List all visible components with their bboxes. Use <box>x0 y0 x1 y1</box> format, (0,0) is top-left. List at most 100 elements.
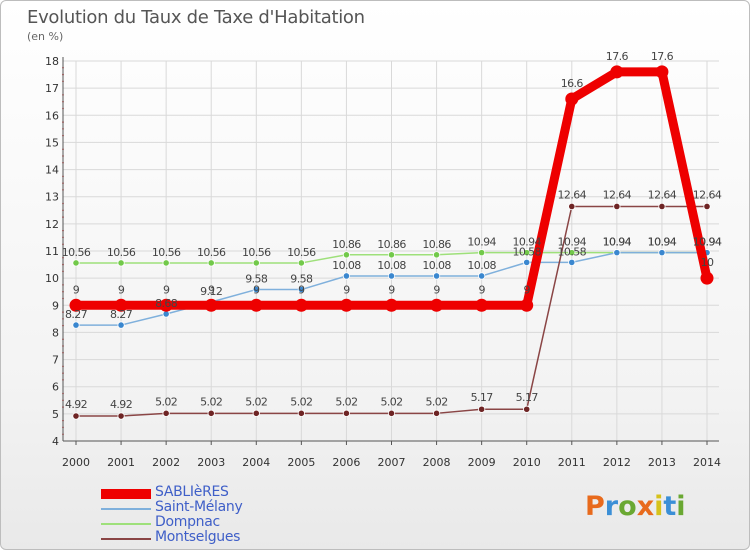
data-label: 10.86 <box>332 238 361 251</box>
data-label: 8.27 <box>110 308 133 321</box>
legend-label: Dompnac <box>155 514 220 530</box>
data-label: 9 <box>524 283 531 296</box>
x-tick-label: 2008 <box>423 456 451 469</box>
y-tick-label: 8 <box>52 326 59 339</box>
logo-letter: o <box>618 491 637 522</box>
x-tick-label: 2004 <box>242 456 270 469</box>
legend-label: SABLIèRES <box>155 484 229 500</box>
x-tick-label: 2007 <box>378 456 406 469</box>
data-label: 5.02 <box>426 395 448 408</box>
y-tick-label: 9 <box>52 299 59 312</box>
data-point <box>72 321 80 329</box>
data-point <box>385 298 398 312</box>
y-tick-label: 11 <box>45 245 59 258</box>
data-label: 9 <box>208 283 215 296</box>
chart-subtitle: (en %) <box>27 30 64 43</box>
data-point <box>430 298 444 312</box>
data-label: 12.64 <box>558 188 587 201</box>
data-label: 10.08 <box>377 259 406 272</box>
data-point <box>520 298 534 312</box>
data-label: 16.6 <box>561 77 584 90</box>
data-label: 4.92 <box>65 398 87 411</box>
data-label: 10.56 <box>197 246 226 259</box>
data-point <box>478 249 486 257</box>
data-point <box>700 271 714 285</box>
data-point <box>703 202 711 211</box>
data-point <box>114 298 128 312</box>
data-point <box>387 251 396 259</box>
data-point <box>610 65 624 79</box>
data-point <box>568 258 576 266</box>
data-label: 9 <box>478 283 485 296</box>
data-label: 10.56 <box>62 246 91 259</box>
x-tick-label: 2000 <box>62 456 90 469</box>
data-point <box>294 298 308 312</box>
data-label: 9.58 <box>290 273 313 286</box>
proxiti-logo: Proxiti <box>585 491 686 522</box>
data-point <box>432 272 441 280</box>
data-point <box>613 202 621 211</box>
data-label: 10.58 <box>512 245 541 258</box>
data-point <box>565 92 579 106</box>
logo-letter: r <box>604 491 619 522</box>
data-point <box>342 251 351 259</box>
data-point <box>387 272 396 280</box>
data-point <box>658 202 666 211</box>
y-tick-label: 4 <box>52 435 59 448</box>
x-tick-label: 2001 <box>107 456 135 469</box>
chart-title: Evolution du Taux de Taxe d'Habitation <box>27 7 365 28</box>
data-label: 9 <box>298 283 305 296</box>
data-point <box>162 409 170 417</box>
data-label: 10.94 <box>603 236 632 249</box>
y-tick-label: 17 <box>45 82 59 95</box>
data-point <box>252 409 260 417</box>
data-point <box>523 249 531 257</box>
data-label: 17.6 <box>606 50 629 63</box>
data-label: 10.08 <box>422 259 451 272</box>
data-point <box>568 249 576 257</box>
data-point <box>249 298 263 312</box>
data-label: 10.94 <box>693 236 722 249</box>
data-label: 10.94 <box>467 236 496 249</box>
data-label: 9.12 <box>200 285 222 298</box>
data-label: 10.56 <box>242 246 271 259</box>
x-tick-label: 2006 <box>332 456 360 469</box>
data-point <box>432 409 441 417</box>
data-label: 9.58 <box>245 273 268 286</box>
data-point <box>297 259 305 267</box>
data-label: 10.56 <box>152 246 181 259</box>
x-tick-label: 2010 <box>513 456 541 469</box>
data-label: 5.02 <box>290 395 312 408</box>
data-point <box>658 249 666 257</box>
data-label: 10.86 <box>377 238 406 251</box>
data-point <box>613 249 621 257</box>
logo-letter: P <box>585 491 605 522</box>
data-point <box>117 259 125 267</box>
y-tick-label: 16 <box>45 109 59 122</box>
data-label: 10.56 <box>287 246 316 259</box>
data-point <box>387 409 396 417</box>
logo-letter: i <box>676 491 686 522</box>
data-label: 10.58 <box>558 245 587 258</box>
data-label: 10.94 <box>558 236 587 249</box>
data-label: 10 <box>701 256 714 269</box>
logo-letter: x <box>636 491 655 522</box>
data-point <box>432 251 441 259</box>
data-label: 9 <box>118 283 125 296</box>
y-tick-label: 15 <box>45 136 59 149</box>
data-point <box>252 259 260 267</box>
data-label: 5.17 <box>471 391 494 404</box>
data-label: 10.08 <box>332 259 361 272</box>
data-label: 9 <box>163 283 170 296</box>
data-label: 9 <box>388 283 395 296</box>
x-tick-label: 2013 <box>648 456 676 469</box>
data-label: 10.94 <box>512 236 541 249</box>
y-tick-label: 6 <box>52 381 59 394</box>
legend-swatch <box>101 508 151 510</box>
data-label: 9 <box>433 283 440 296</box>
data-point <box>342 409 351 417</box>
data-point <box>342 272 351 280</box>
x-tick-label: 2014 <box>693 456 721 469</box>
